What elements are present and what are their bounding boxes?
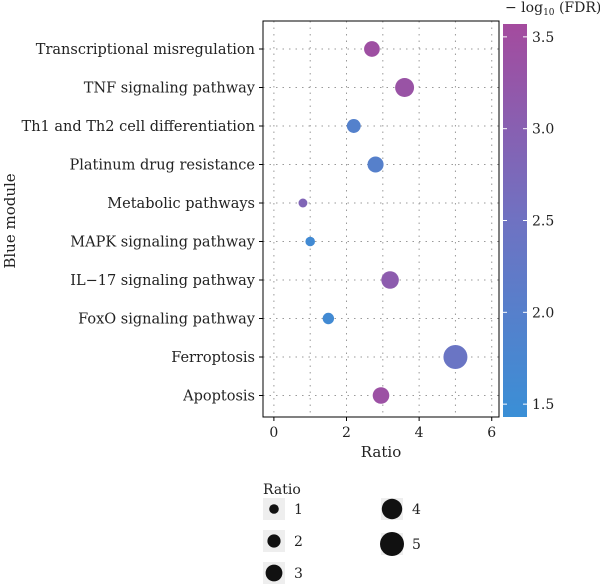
size-legend-label: 5: [412, 537, 421, 553]
colorbar-tick-label: 2.0: [532, 305, 554, 321]
x-tick-label: 4: [415, 425, 424, 441]
size-legend-dot: [265, 564, 283, 582]
data-point: [298, 198, 308, 208]
size-legend-label: 3: [294, 566, 303, 582]
colorbar-title-suffix: (FDR): [555, 0, 600, 16]
colorbar-title: − log10 (FDR): [505, 0, 600, 18]
x-axis-title: Ratio: [361, 443, 401, 461]
size-legend: 1 2 3 4 5: [263, 498, 421, 584]
size-legend-label: 2: [294, 534, 303, 550]
size-legend-dot: [267, 534, 281, 548]
category-label: FoxO signaling pathway: [78, 312, 256, 328]
data-point: [381, 271, 399, 289]
data-point: [372, 387, 390, 404]
data-point: [367, 156, 384, 173]
colorbar-tick-label: 2.5: [532, 214, 554, 230]
colorbar-tick-label: 1.5: [532, 397, 554, 413]
colorbar-ticks: 1.5 2.0 2.5 3.0 3.5: [503, 30, 554, 413]
data-point: [395, 78, 415, 97]
category-labels: Transcriptional misregulation TNF signali…: [22, 42, 263, 405]
colorbar-title-subscript: 10: [543, 8, 555, 18]
data-point: [443, 345, 468, 369]
x-axis-ticks: 0 2 4 6: [269, 417, 496, 441]
category-label: Ferroptosis: [171, 350, 255, 366]
x-tick-label: 6: [487, 425, 496, 441]
data-point: [305, 236, 316, 247]
colorbar-tick-label: 3.0: [532, 122, 554, 138]
plot-panel-border: [262, 20, 500, 418]
grid-lines: [263, 21, 499, 417]
category-label: Apoptosis: [182, 389, 255, 405]
size-legend-title: Ratio: [263, 482, 301, 498]
colorbar-tick-label: 3.5: [532, 30, 554, 46]
x-tick-label: 0: [269, 425, 278, 441]
size-legend-label: 1: [294, 502, 303, 518]
x-tick-label: 2: [342, 425, 351, 441]
data-point: [364, 41, 380, 57]
category-label: IL−17 signaling pathway: [70, 273, 256, 289]
category-label: Platinum drug resistance: [69, 158, 255, 174]
category-label: Transcriptional misregulation: [36, 42, 255, 58]
size-legend-label: 4: [412, 502, 421, 518]
colorbar-title-prefix: − log: [505, 0, 543, 16]
category-label: Th1 and Th2 cell differentiation: [22, 119, 255, 135]
category-label: Metabolic pathways: [107, 196, 255, 212]
size-legend-dot: [381, 498, 403, 520]
size-legend-dot: [380, 532, 404, 556]
category-label: TNF signaling pathway: [84, 81, 256, 97]
y-axis-title: Blue module: [1, 173, 19, 268]
data-point: [322, 312, 335, 325]
data-points: [298, 41, 468, 404]
data-point: [346, 119, 361, 133]
size-legend-dot: [269, 504, 279, 514]
category-label: MAPK signaling pathway: [70, 235, 256, 251]
